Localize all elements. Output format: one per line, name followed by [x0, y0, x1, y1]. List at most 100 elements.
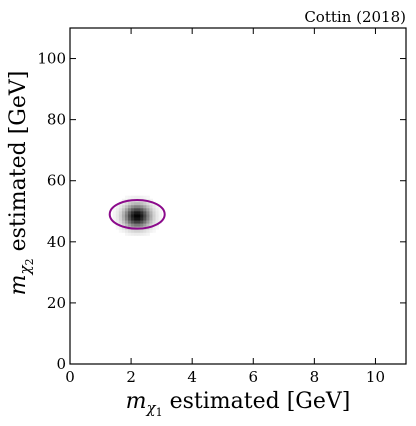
y-tick-label: 0	[56, 355, 66, 373]
heatmap-cell	[134, 229, 138, 233]
heatmap-cell	[140, 223, 144, 227]
heatmap-cell	[155, 204, 159, 209]
heatmap-cell	[140, 201, 144, 206]
heatmap-cell	[118, 229, 123, 233]
heatmap-cell	[155, 217, 159, 221]
x-tick-label: 4	[187, 368, 197, 386]
heatmap-cell	[121, 201, 126, 206]
heatmap-cell	[137, 204, 141, 209]
heatmap-cell	[137, 220, 141, 224]
x-tick-label: 2	[126, 368, 136, 386]
heatmap-cell	[155, 207, 159, 212]
heatmap-cell	[128, 223, 132, 227]
heatmap-cell	[134, 217, 138, 221]
heatmap-cell	[143, 232, 147, 236]
heatmap-cell	[152, 204, 156, 209]
heatmap-cell	[131, 204, 135, 209]
heatmap-cell	[155, 214, 159, 218]
heatmap-cell	[115, 220, 120, 224]
heatmap-cell	[124, 214, 129, 218]
heatmap-cell	[128, 232, 132, 236]
heatmap-cell	[137, 201, 141, 206]
heatmap-cell	[152, 207, 156, 212]
heatmap-cell	[137, 232, 141, 236]
heatmap-cell	[115, 210, 120, 215]
heatmap-cell	[143, 210, 147, 215]
heatmap-cell	[149, 214, 153, 218]
heatmap-cell	[146, 217, 150, 221]
heatmap-cell	[115, 214, 120, 218]
heatmap-cell	[146, 220, 150, 224]
heatmap-layer	[112, 195, 163, 236]
heatmap-cell	[118, 204, 123, 209]
heatmap-cell	[137, 207, 141, 212]
heatmap-cell	[140, 217, 144, 221]
heatmap-cell	[140, 220, 144, 224]
heatmap-cell	[149, 210, 153, 215]
heatmap-cell	[112, 217, 117, 221]
heatmap-cell	[118, 207, 123, 212]
heatmap-cell	[118, 214, 123, 218]
heatmap-cell	[149, 217, 153, 221]
x-axis-label: mχ1 estimated [GeV]	[126, 389, 351, 419]
x-tick-label: 6	[248, 368, 258, 386]
heatmap-cell	[124, 217, 129, 221]
heatmap-cell	[140, 229, 144, 233]
heatmap-cell	[143, 217, 147, 221]
heatmap-cell	[128, 214, 132, 218]
heatmap-cell	[124, 204, 129, 209]
heatmap-cell	[131, 229, 135, 233]
heatmap-cell	[131, 195, 135, 200]
heatmap-cell	[121, 220, 126, 224]
heatmap-cell	[131, 214, 135, 218]
heatmap-cell	[121, 226, 126, 230]
y-tick-label: 80	[47, 111, 66, 129]
y-axis-label: mχ2 estimated [GeV]	[6, 71, 36, 296]
heatmap-cell	[152, 214, 156, 218]
heatmap-cell	[155, 226, 159, 230]
contour-ellipse	[108, 198, 166, 230]
heatmap-cell	[124, 229, 129, 233]
heatmap-cell	[118, 226, 123, 230]
heatmap-cell	[152, 226, 156, 230]
heatmap-cell	[121, 229, 126, 233]
heatmap-cell	[149, 204, 153, 209]
heatmap-cell	[158, 214, 163, 218]
heatmap-cell	[152, 229, 156, 233]
heatmap-cell	[128, 210, 132, 215]
heatmap-cell	[143, 223, 147, 227]
heatmap-cell	[115, 204, 120, 209]
heatmap-cell	[137, 229, 141, 233]
x-tick-label: 0	[65, 368, 75, 386]
heatmap-cell	[124, 207, 129, 212]
heatmap-cell	[140, 204, 144, 209]
heatmap-cell	[115, 217, 120, 221]
heatmap-cell	[137, 210, 141, 215]
heatmap-cell	[140, 210, 144, 215]
heatmap-cell	[121, 207, 126, 212]
heatmap-cell	[146, 207, 150, 212]
heatmap-cell	[118, 220, 123, 224]
heatmap-cell	[152, 217, 156, 221]
heatmap-cell	[152, 210, 156, 215]
heatmap-cell	[143, 207, 147, 212]
heatmap-cell	[140, 195, 144, 200]
heatmap-cell	[131, 217, 135, 221]
heatmap-cell	[134, 223, 138, 227]
heatmap-cell	[121, 198, 126, 203]
heatmap-cell	[124, 232, 129, 236]
x-axis-ticks: 0 2 4 6 8 10	[65, 28, 385, 386]
heatmap-cell	[143, 201, 147, 206]
heatmap-cell	[131, 220, 135, 224]
heatmap-cell	[149, 220, 153, 224]
heatmap-cell	[121, 204, 126, 209]
heatmap-cell	[115, 226, 120, 230]
heatmap-cell	[112, 214, 117, 218]
heatmap-cell	[137, 195, 141, 200]
heatmap-cell	[158, 217, 163, 221]
heatmap-cell	[149, 207, 153, 212]
heatmap-cell	[137, 214, 141, 218]
heatmap-cell	[149, 201, 153, 206]
heatmap-cell	[128, 217, 132, 221]
